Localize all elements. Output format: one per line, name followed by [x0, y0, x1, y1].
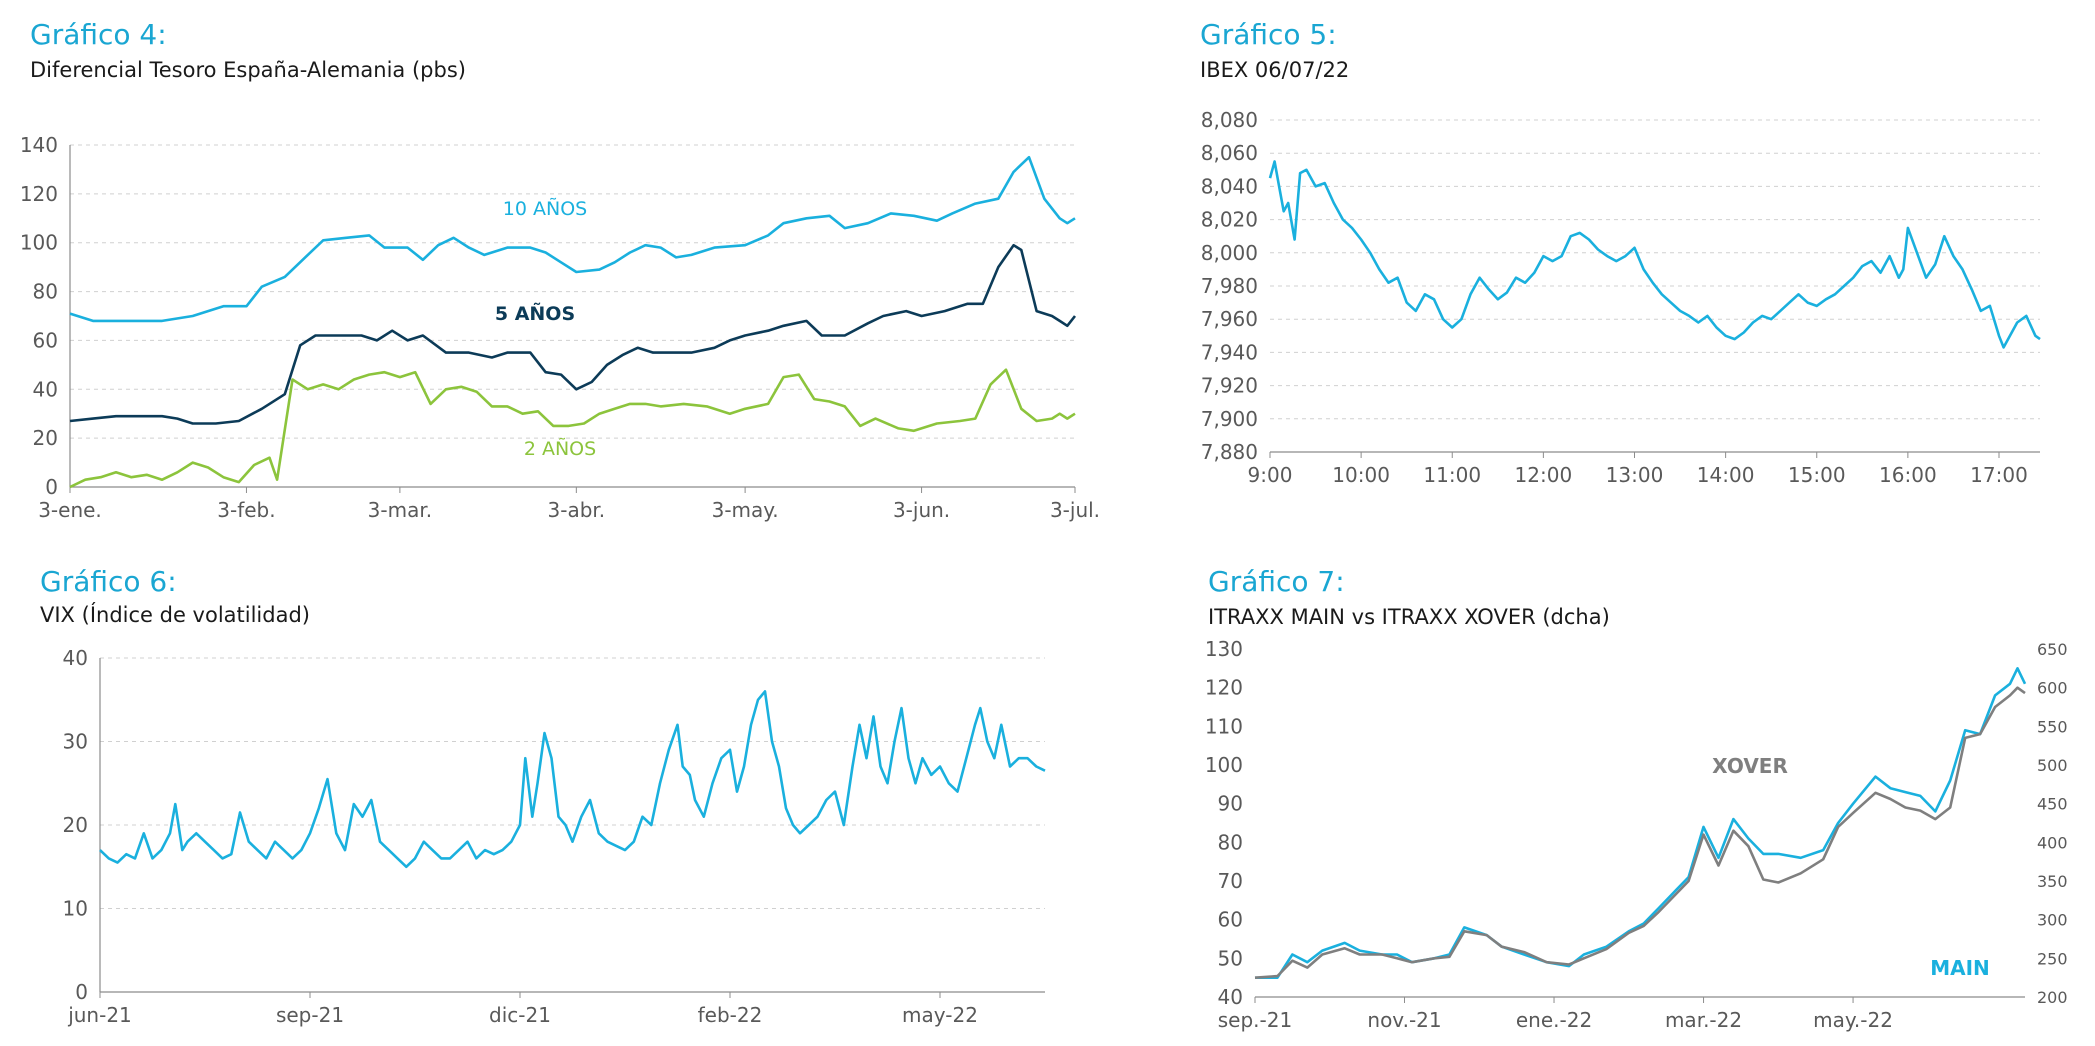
- series-line-2-años: [69, 368, 1076, 489]
- series-line-main: [1255, 667, 2027, 979]
- x-tick-label: may-22: [902, 1003, 978, 1027]
- y-tick-label: 120: [20, 182, 58, 206]
- x-tick-label: 3-feb.: [217, 498, 275, 522]
- y-tick-label: 8,020: [1201, 208, 1258, 232]
- y-tick-label: 7,900: [1201, 407, 1258, 431]
- x-tick-label: 3-may.: [712, 498, 779, 522]
- chart5-subtitle: IBEX 06/07/22: [1200, 58, 1350, 82]
- series-annotation: 10 AÑOS: [503, 197, 587, 220]
- y2-tick-label: 450: [2037, 795, 2068, 814]
- chart6-subtitle: VIX (Índice de volatilidad): [40, 603, 310, 627]
- chart6-title: Gráfico 6:: [40, 565, 177, 598]
- y2-tick-label: 600: [2037, 679, 2068, 698]
- series-annotation: 2 AÑOS: [524, 437, 596, 460]
- y-tick-label: 7,980: [1201, 274, 1258, 298]
- x-tick-label: sep-21: [276, 1003, 344, 1027]
- y-tick-label: 100: [1205, 753, 1243, 777]
- y-tick-label: 30: [63, 730, 88, 754]
- x-tick-label: 11:00: [1423, 463, 1481, 487]
- chart4-subtitle: Diferencial Tesoro España-Alemania (pbs): [30, 58, 466, 82]
- series-line-10-años: [69, 155, 1076, 323]
- x-tick-label: 14:00: [1697, 463, 1755, 487]
- chart7-subtitle: ITRAXX MAIN vs ITRAXX XOVER (dcha): [1208, 605, 1610, 629]
- y-tick-label: 50: [1218, 946, 1243, 970]
- y-tick-label: 8,080: [1201, 108, 1258, 132]
- x-tick-label: jun-21: [67, 1003, 132, 1027]
- x-tick-label: 3-jun.: [893, 498, 950, 522]
- y-tick-label: 10: [63, 897, 88, 921]
- y-tick-label: 7,880: [1201, 440, 1258, 464]
- y-tick-label: 7,940: [1201, 340, 1258, 364]
- y-tick-label: 70: [1218, 869, 1243, 893]
- y-tick-label: 130: [1205, 640, 1243, 661]
- x-tick-label: 9:00: [1248, 463, 1293, 487]
- y-tick-label: 40: [1218, 985, 1243, 1009]
- y-tick-label: 8,000: [1201, 241, 1258, 265]
- y-tick-label: 60: [1218, 908, 1243, 932]
- x-tick-label: 3-mar.: [368, 498, 432, 522]
- x-tick-label: 13:00: [1606, 463, 1664, 487]
- y-tick-label: 7,920: [1201, 374, 1258, 398]
- series-annotation: MAIN: [1930, 956, 1990, 980]
- x-tick-label: may.-22: [1813, 1008, 1893, 1032]
- y-tick-label: 20: [63, 813, 88, 837]
- y2-tick-label: 350: [2037, 872, 2068, 891]
- y-tick-label: 140: [20, 133, 58, 157]
- y-tick-label: 0: [75, 980, 88, 1004]
- series-line-0: [99, 690, 1046, 869]
- y2-tick-label: 500: [2037, 756, 2068, 775]
- y-tick-label: 40: [33, 377, 58, 401]
- x-tick-label: 3-ene.: [38, 498, 102, 522]
- y-tick-label: 80: [1218, 830, 1243, 854]
- y2-tick-label: 400: [2037, 833, 2068, 852]
- x-tick-label: 3-abr.: [548, 498, 606, 522]
- chart6-vix-chart: 0 10 20 30 40 jun-21 sep-21 dic-21 feb-22 may-22: [63, 646, 1046, 1027]
- y-tick-label: 20: [33, 426, 58, 450]
- series-annotation: XOVER: [1712, 754, 1788, 778]
- y2-tick-label: 250: [2037, 949, 2068, 968]
- x-tick-label: 16:00: [1879, 463, 1937, 487]
- x-tick-label: mar.-22: [1665, 1008, 1742, 1032]
- y-tick-label: 80: [33, 280, 58, 304]
- y-tick-label: 60: [33, 328, 58, 352]
- chart4-title: Gráfico 4:: [30, 18, 167, 51]
- y-tick-label: 40: [63, 646, 88, 670]
- chart4-spread-chart: 0 20 40 60 80 100 120 140 3-ene. 3-feb. 3-mar. 3-ab…: [20, 133, 1100, 522]
- x-tick-label: 10:00: [1332, 463, 1390, 487]
- y2-tick-label: 550: [2037, 717, 2068, 736]
- y-tick-label: 7,960: [1201, 307, 1258, 331]
- x-tick-label: 15:00: [1788, 463, 1846, 487]
- x-tick-label: 12:00: [1515, 463, 1573, 487]
- y-tick-label: 0: [45, 475, 58, 499]
- x-tick-label: 3-jul.: [1050, 498, 1100, 522]
- chart7-itraxx-chart: 40 50 60 70 80 90 100 110 120 130 200 250 300 350 400 4…: [1205, 640, 2068, 1032]
- chart5-title: Gráfico 5:: [1200, 18, 1337, 51]
- y-tick-label: 110: [1205, 714, 1243, 738]
- chart7-title: Gráfico 7:: [1208, 565, 1345, 598]
- series-line-xover: [1254, 686, 2026, 979]
- y2-tick-label: 300: [2037, 911, 2068, 930]
- y-tick-label: 8,040: [1201, 174, 1258, 198]
- x-tick-label: 17:00: [1970, 463, 2028, 487]
- y-tick-label: 120: [1205, 676, 1243, 700]
- series-line-0: [1268, 160, 2041, 349]
- x-tick-label: ene.-22: [1516, 1008, 1592, 1032]
- x-tick-label: feb-22: [698, 1003, 763, 1027]
- chart5-ibex-chart: 7,880 7,900 7,920 7,940 7,960 7,980 8,000 8,020…: [1201, 108, 2041, 487]
- y2-tick-label: 650: [2037, 640, 2068, 659]
- y-tick-label: 8,060: [1201, 141, 1258, 165]
- y-tick-label: 90: [1218, 792, 1243, 816]
- series-line-5-años: [69, 243, 1077, 425]
- x-tick-label: nov.-21: [1367, 1008, 1441, 1032]
- x-tick-label: dic-21: [489, 1003, 551, 1027]
- x-tick-label: sep.-21: [1218, 1008, 1292, 1032]
- y2-tick-label: 200: [2037, 988, 2068, 1007]
- y-tick-label: 100: [20, 231, 58, 255]
- series-annotation: 5 AÑOS: [495, 301, 575, 325]
